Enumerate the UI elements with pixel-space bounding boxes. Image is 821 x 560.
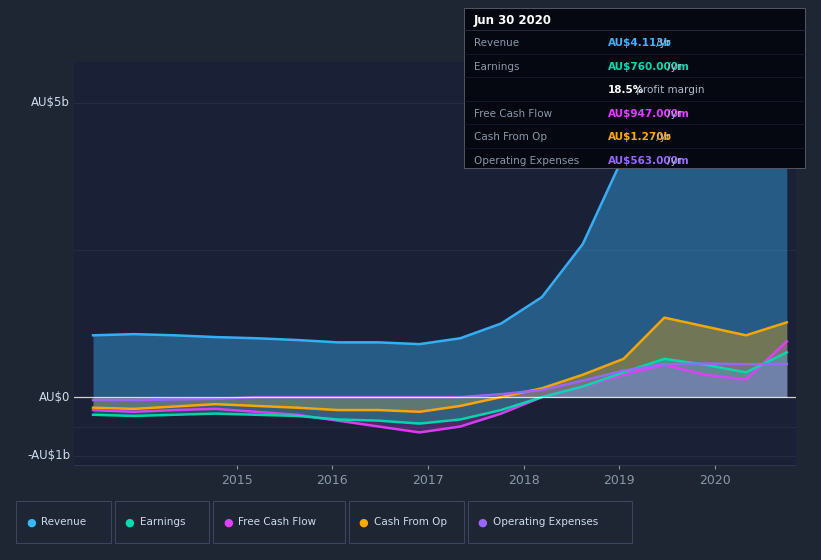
Text: profit margin: profit margin — [633, 85, 704, 95]
Text: /yr: /yr — [663, 109, 681, 119]
Text: AU$5b: AU$5b — [31, 96, 71, 109]
Text: ●: ● — [478, 517, 488, 527]
Text: AU$0: AU$0 — [39, 391, 71, 404]
Text: Free Cash Flow: Free Cash Flow — [474, 109, 552, 119]
Text: Revenue: Revenue — [474, 38, 519, 48]
Text: ●: ● — [26, 517, 36, 527]
Text: /yr: /yr — [654, 38, 671, 48]
Text: Operating Expenses: Operating Expenses — [474, 156, 579, 166]
Text: Cash From Op: Cash From Op — [474, 132, 547, 142]
Text: AU$1.270b: AU$1.270b — [608, 132, 672, 142]
Text: AU$563.000m: AU$563.000m — [608, 156, 690, 166]
Text: Free Cash Flow: Free Cash Flow — [238, 517, 316, 527]
Text: -AU$1b: -AU$1b — [27, 450, 71, 463]
Text: 18.5%: 18.5% — [608, 85, 644, 95]
Text: /yr: /yr — [663, 156, 681, 166]
Text: Cash From Op: Cash From Op — [374, 517, 447, 527]
Text: ●: ● — [223, 517, 233, 527]
Text: ●: ● — [359, 517, 369, 527]
Text: /yr: /yr — [663, 62, 681, 72]
Text: AU$760.000m: AU$760.000m — [608, 62, 690, 72]
Text: AU$947.000m: AU$947.000m — [608, 109, 690, 119]
Text: /yr: /yr — [654, 132, 671, 142]
Text: Earnings: Earnings — [140, 517, 185, 527]
Text: Revenue: Revenue — [41, 517, 86, 527]
Text: Operating Expenses: Operating Expenses — [493, 517, 598, 527]
Text: Earnings: Earnings — [474, 62, 519, 72]
Text: ●: ● — [125, 517, 135, 527]
Text: AU$4.113b: AU$4.113b — [608, 38, 672, 48]
Text: Jun 30 2020: Jun 30 2020 — [474, 14, 552, 27]
